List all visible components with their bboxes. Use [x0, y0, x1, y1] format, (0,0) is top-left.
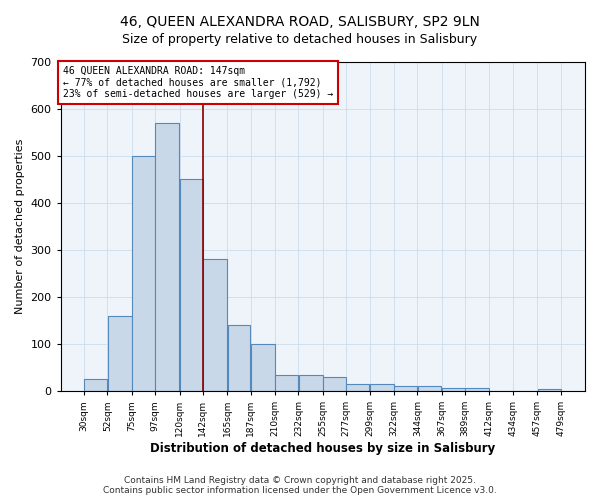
- Text: 46 QUEEN ALEXANDRA ROAD: 147sqm
← 77% of detached houses are smaller (1,792)
23%: 46 QUEEN ALEXANDRA ROAD: 147sqm ← 77% of…: [63, 66, 333, 100]
- Bar: [227, 325, 250, 391]
- Bar: [466, 388, 489, 391]
- Bar: [85, 380, 107, 391]
- Bar: [251, 344, 275, 391]
- Bar: [394, 386, 417, 391]
- Bar: [180, 179, 203, 391]
- Bar: [107, 316, 131, 391]
- Bar: [155, 122, 179, 391]
- Bar: [418, 386, 442, 391]
- Text: Contains HM Land Registry data © Crown copyright and database right 2025.
Contai: Contains HM Land Registry data © Crown c…: [103, 476, 497, 495]
- Bar: [132, 156, 155, 391]
- Bar: [538, 388, 562, 391]
- X-axis label: Distribution of detached houses by size in Salisbury: Distribution of detached houses by size …: [150, 442, 496, 455]
- Bar: [370, 384, 394, 391]
- Bar: [203, 259, 227, 391]
- Bar: [323, 377, 346, 391]
- Bar: [299, 374, 323, 391]
- Bar: [346, 384, 369, 391]
- Bar: [442, 388, 465, 391]
- Text: Size of property relative to detached houses in Salisbury: Size of property relative to detached ho…: [122, 32, 478, 46]
- Text: 46, QUEEN ALEXANDRA ROAD, SALISBURY, SP2 9LN: 46, QUEEN ALEXANDRA ROAD, SALISBURY, SP2…: [120, 15, 480, 29]
- Bar: [275, 374, 298, 391]
- Y-axis label: Number of detached properties: Number of detached properties: [15, 138, 25, 314]
